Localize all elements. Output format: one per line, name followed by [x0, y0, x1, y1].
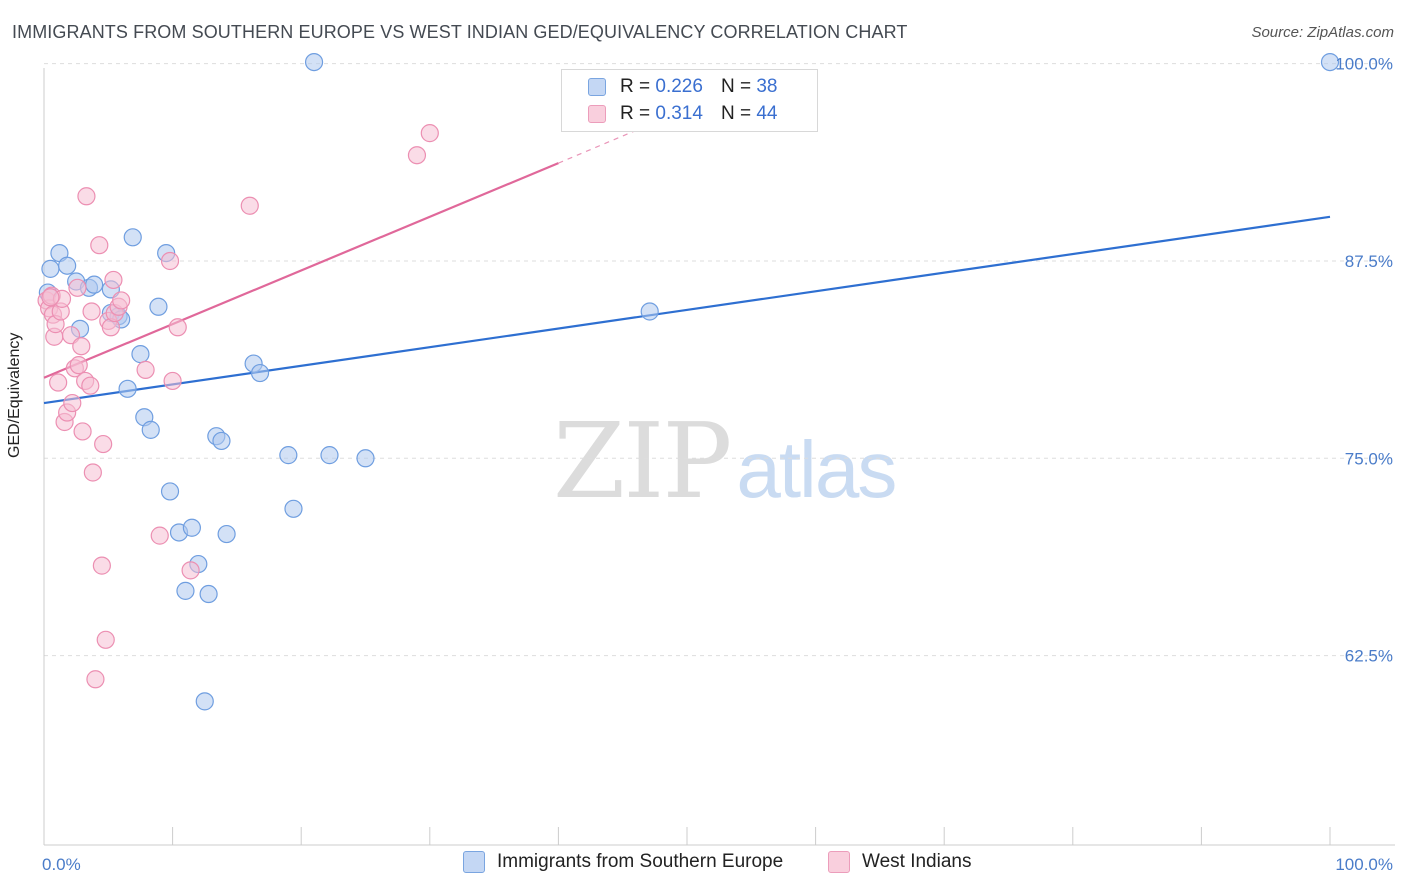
- data-point-pink: [168, 318, 187, 337]
- data-point-blue: [58, 256, 77, 275]
- legend-swatch-blue: [588, 78, 606, 96]
- data-point-pink: [92, 556, 111, 575]
- data-point-pink: [96, 630, 115, 649]
- legend-n-value: 44: [756, 103, 778, 124]
- data-point-pink: [68, 278, 87, 297]
- grid-lines: [44, 63, 1395, 657]
- data-point-blue: [304, 52, 324, 72]
- data-points: [37, 52, 1340, 711]
- x-tick-label: 0.0%: [42, 855, 81, 874]
- watermark-zip: ZIP: [553, 400, 732, 522]
- series-legend: Immigrants from Southern Europe West Ind…: [0, 851, 1406, 879]
- legend-r-value: 0.226: [655, 76, 703, 97]
- data-point-pink: [41, 288, 60, 307]
- legend-n-label: N =: [720, 103, 752, 124]
- data-point-blue: [279, 446, 298, 465]
- data-point-pink: [240, 196, 259, 215]
- data-point-pink: [81, 376, 100, 395]
- data-point-pink: [49, 373, 68, 392]
- series-legend-west-indians[interactable]: West Indians: [828, 851, 971, 873]
- series-name-southern-europe: Immigrants from Southern Europe: [497, 851, 784, 872]
- data-point-pink: [82, 302, 101, 321]
- data-point-blue: [118, 379, 137, 398]
- data-point-pink: [72, 337, 91, 356]
- data-point-pink: [83, 463, 102, 482]
- data-point-blue: [212, 431, 231, 451]
- data-point-pink: [94, 434, 113, 454]
- data-point-blue: [149, 297, 168, 316]
- data-point-blue: [250, 363, 270, 383]
- data-point-blue: [195, 692, 214, 711]
- data-point-pink: [77, 187, 96, 206]
- data-point-blue: [217, 524, 236, 544]
- data-point-pink: [86, 670, 105, 689]
- legend-swatch-pink: [588, 105, 606, 123]
- trend-line-pink: [43, 162, 559, 379]
- data-point-pink: [90, 236, 109, 255]
- y-tick-label: 62.5%: [1345, 647, 1393, 666]
- data-point-pink: [104, 270, 123, 290]
- y-tick-label: 75.0%: [1345, 449, 1393, 468]
- series-swatch-blue: [463, 851, 485, 873]
- data-point-blue: [131, 345, 150, 364]
- series-swatch-pink: [828, 851, 850, 873]
- data-point-pink: [69, 356, 88, 375]
- legend-r-label: R =: [620, 103, 651, 124]
- legend-n-label: N =: [720, 76, 752, 97]
- watermark: ZIPatlas: [553, 400, 897, 522]
- data-point-pink: [160, 251, 180, 271]
- legend-row-southern-europe: R = 0.226 N = 38: [588, 75, 777, 99]
- data-point-pink: [112, 291, 131, 310]
- data-point-blue: [123, 228, 142, 247]
- data-point-pink: [181, 561, 200, 580]
- data-point-pink: [163, 371, 182, 391]
- data-point-pink: [63, 393, 82, 413]
- data-point-blue: [182, 518, 201, 537]
- trend-line-blue: [43, 215, 1331, 405]
- series-legend-southern-europe[interactable]: Immigrants from Southern Europe: [463, 851, 783, 873]
- data-point-blue: [284, 499, 303, 518]
- data-point-blue: [640, 302, 659, 321]
- data-point-blue: [41, 259, 60, 278]
- data-point-pink: [73, 422, 92, 441]
- data-point-pink: [420, 124, 439, 143]
- legend-r-value: 0.314: [655, 103, 703, 124]
- chart-title: IMMIGRANTS FROM SOUTHERN EUROPE VS WEST …: [12, 22, 908, 42]
- axes: [43, 68, 1395, 846]
- series-name-west-indians: West Indians: [862, 851, 972, 872]
- data-point-blue: [176, 581, 195, 600]
- tick-labels: 62.5% 75.0% 87.5% 100.0% 0.0% 100.0%: [42, 55, 1393, 874]
- data-point-blue: [320, 446, 339, 465]
- data-point-blue: [356, 449, 375, 468]
- y-tick-label: 87.5%: [1345, 252, 1393, 271]
- data-point-blue: [160, 482, 180, 501]
- data-point-blue: [1320, 52, 1340, 72]
- legend-n-value: 38: [756, 76, 778, 97]
- data-point-pink: [150, 526, 169, 545]
- data-point-pink: [407, 146, 427, 165]
- legend-row-west-indians: R = 0.314 N = 44: [588, 102, 777, 126]
- y-tick-label: 100.0%: [1335, 55, 1393, 74]
- source-credit: Source: ZipAtlas.com: [1251, 24, 1394, 41]
- legend-r-label: R =: [620, 76, 651, 97]
- correlation-legend: R = 0.226 N = 38 R = 0.314 N = 44: [561, 69, 818, 132]
- data-point-blue: [141, 420, 160, 439]
- data-point-pink: [136, 360, 155, 379]
- data-point-blue: [199, 584, 218, 604]
- watermark-atlas: atlas: [736, 425, 897, 514]
- data-point-blue: [85, 275, 104, 294]
- x-tick-label: 100.0%: [1335, 855, 1393, 874]
